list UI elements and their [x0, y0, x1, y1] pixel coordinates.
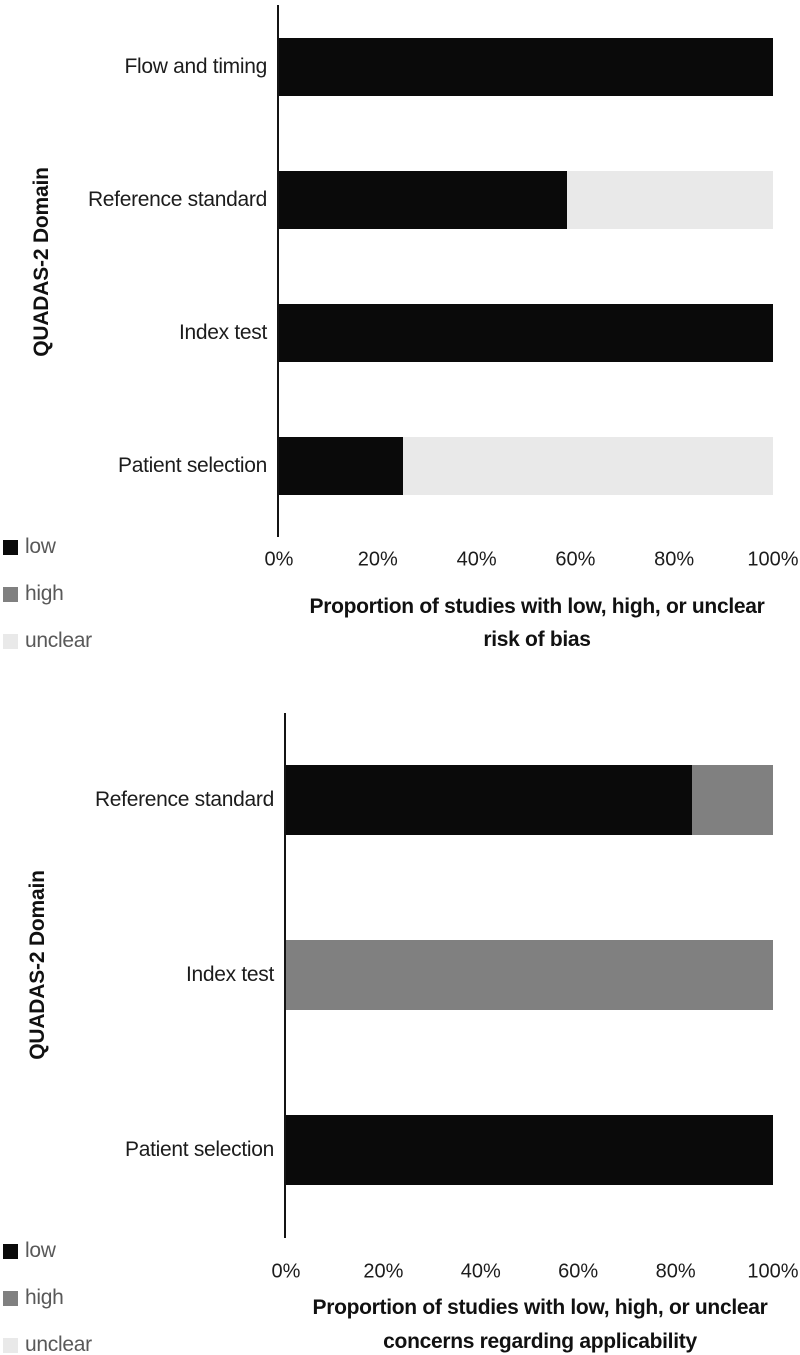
x-axis-title-line2: risk of bias	[483, 628, 591, 651]
x-tick-label: 20%	[363, 1260, 404, 1283]
x-tick-label: 60%	[558, 1260, 599, 1283]
x-tick-label: 0%	[271, 1260, 301, 1283]
y-axis-line	[277, 5, 279, 537]
category-label: Flow and timing	[124, 55, 267, 78]
bar-segment-low	[279, 38, 773, 96]
category-label: Patient selection	[118, 454, 267, 477]
category-label: Patient selection	[125, 1138, 274, 1161]
legend-label: high	[25, 1286, 64, 1309]
x-tick-label: 100%	[747, 1260, 799, 1283]
legend-label: high	[25, 582, 64, 605]
y-axis-line	[284, 713, 286, 1238]
x-axis-title-line1: Proportion of studies with low, high, or…	[309, 595, 765, 618]
category-label: Reference standard	[94, 788, 274, 811]
bar-segment-low	[279, 171, 567, 229]
legend-label: low	[25, 535, 56, 558]
x-tick-label: 80%	[655, 1260, 696, 1283]
legend-item-high: high	[3, 1286, 64, 1310]
legend-item-low: low	[3, 1239, 56, 1263]
bar-segment-high	[691, 765, 773, 835]
legend-item-low: low	[3, 535, 56, 559]
legend-swatch-unclear	[3, 633, 18, 649]
legend-label: unclear	[25, 629, 92, 652]
legend-swatch-low	[3, 1243, 18, 1259]
category-label: Index test	[178, 321, 267, 344]
bar-segment-unclear	[567, 171, 773, 229]
legend-item-unclear: unclear	[3, 1333, 92, 1355]
bar-segment-low	[286, 765, 692, 835]
bar-segment-high	[286, 940, 773, 1010]
x-tick-label: 80%	[654, 548, 695, 571]
bar-segment-unclear	[402, 437, 773, 495]
x-tick-label: 60%	[555, 548, 596, 571]
x-axis-title-line1: Proportion of studies with low, high, or…	[312, 1296, 768, 1319]
legend-label: low	[25, 1239, 56, 1262]
legend-swatch-low	[3, 539, 18, 555]
category-label: Index test	[185, 963, 274, 986]
legend-swatch-unclear	[3, 1337, 18, 1353]
x-tick-label: 20%	[357, 548, 398, 571]
legend-swatch-high	[3, 586, 18, 602]
legend-item-unclear: unclear	[3, 629, 92, 653]
legend-label: unclear	[25, 1333, 92, 1355]
x-tick-label: 100%	[747, 548, 799, 571]
x-axis-title-line2: concerns regarding applicability	[383, 1330, 697, 1353]
legend-item-high: high	[3, 582, 64, 606]
category-label: Reference standard	[87, 188, 267, 211]
x-tick-label: 0%	[264, 548, 294, 571]
bar-segment-low	[279, 437, 403, 495]
legend-swatch-high	[3, 1290, 18, 1306]
bar-segment-low	[286, 1115, 773, 1185]
x-tick-label: 40%	[460, 1260, 501, 1283]
bar-segment-low	[279, 304, 773, 362]
x-tick-label: 40%	[456, 548, 497, 571]
